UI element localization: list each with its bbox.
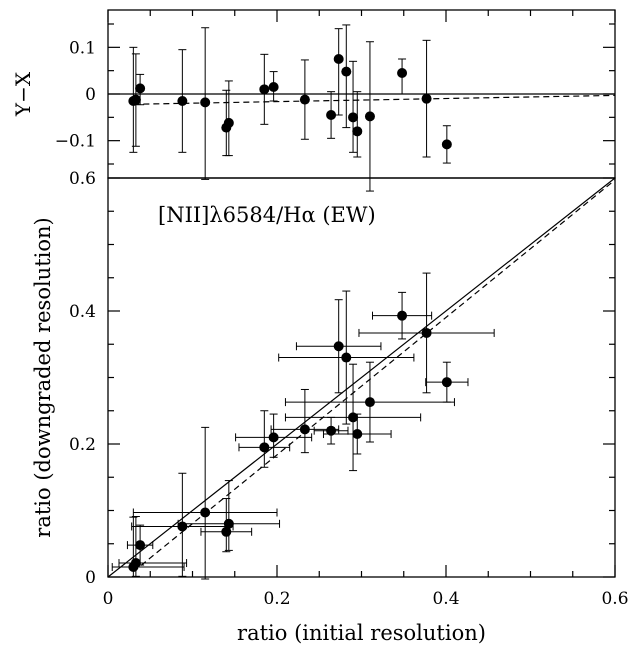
bottom-x-tick-label: 0.4 bbox=[432, 589, 459, 609]
bottom-data-point bbox=[299, 424, 310, 435]
top-y-tick-label: −0.1 bbox=[55, 132, 96, 152]
top-data-point bbox=[333, 54, 344, 64]
top-data-point bbox=[200, 97, 211, 108]
bottom-data-point bbox=[200, 507, 211, 518]
bottom-data-point bbox=[223, 518, 234, 529]
top-data-point bbox=[135, 83, 146, 94]
top-data-point bbox=[441, 139, 452, 150]
top-data-point bbox=[364, 111, 375, 122]
top-data-point bbox=[259, 84, 270, 95]
bottom-x-axis-label: ratio (initial resolution) bbox=[237, 621, 486, 645]
top-data-point bbox=[326, 110, 337, 120]
bottom-data-point bbox=[352, 429, 363, 440]
top-y-tick-label: 0 bbox=[85, 85, 96, 105]
bottom-data-point bbox=[135, 540, 146, 551]
top-data-point bbox=[352, 126, 363, 137]
top-data-point bbox=[223, 117, 234, 128]
top-fit-line bbox=[133, 94, 616, 105]
top-data-point bbox=[341, 66, 352, 77]
bottom-data-point bbox=[333, 341, 344, 352]
bottom-data-point bbox=[397, 310, 408, 321]
bottom-y-tick-label: 0.6 bbox=[69, 169, 96, 189]
top-data-point bbox=[421, 93, 432, 104]
bottom-data-point bbox=[348, 412, 359, 423]
bottom-data-point bbox=[259, 442, 270, 453]
bottom-fit-line bbox=[132, 179, 616, 573]
top-data-point bbox=[130, 94, 141, 105]
top-y-axis-label: Y−X bbox=[11, 71, 35, 117]
bottom-panel: 0 0.2 0.4 0.6 0 0.2 0.4 0.6 ratio (initial resol… bbox=[31, 169, 629, 645]
top-panel: 0.1 0 −0.1 Y−X bbox=[11, 9, 616, 192]
bottom-y-tick-label: 0.2 bbox=[69, 435, 96, 455]
top-y-tick-label: 0.1 bbox=[69, 38, 96, 58]
bottom-data-point bbox=[421, 327, 432, 338]
bottom-x-tick-label: 0.6 bbox=[601, 589, 628, 609]
bottom-data-point bbox=[364, 397, 375, 408]
bottom-y-tick-label: 0.4 bbox=[69, 302, 96, 322]
top-data-point bbox=[268, 82, 279, 92]
panel-annotation: [NII]λ6584/Hα (EW) bbox=[158, 203, 376, 227]
bottom-y-tick-label: 0 bbox=[85, 568, 96, 588]
bottom-x-tick-label: 0 bbox=[103, 589, 114, 609]
bottom-y-axis-label: ratio (downgraded resolution) bbox=[31, 217, 55, 537]
bottom-data-point bbox=[268, 432, 279, 443]
bottom-data-point bbox=[326, 425, 337, 436]
top-data-point bbox=[397, 68, 408, 78]
bottom-data-point bbox=[341, 352, 352, 363]
bottom-data-point bbox=[130, 558, 141, 569]
top-data-point bbox=[299, 94, 310, 105]
bottom-data-point bbox=[441, 377, 452, 388]
one-to-one-line bbox=[107, 177, 616, 578]
bottom-x-tick-label: 0.2 bbox=[263, 589, 290, 609]
top-data-point bbox=[348, 112, 359, 123]
top-data-point bbox=[177, 96, 188, 106]
bottom-data-point bbox=[177, 521, 188, 532]
